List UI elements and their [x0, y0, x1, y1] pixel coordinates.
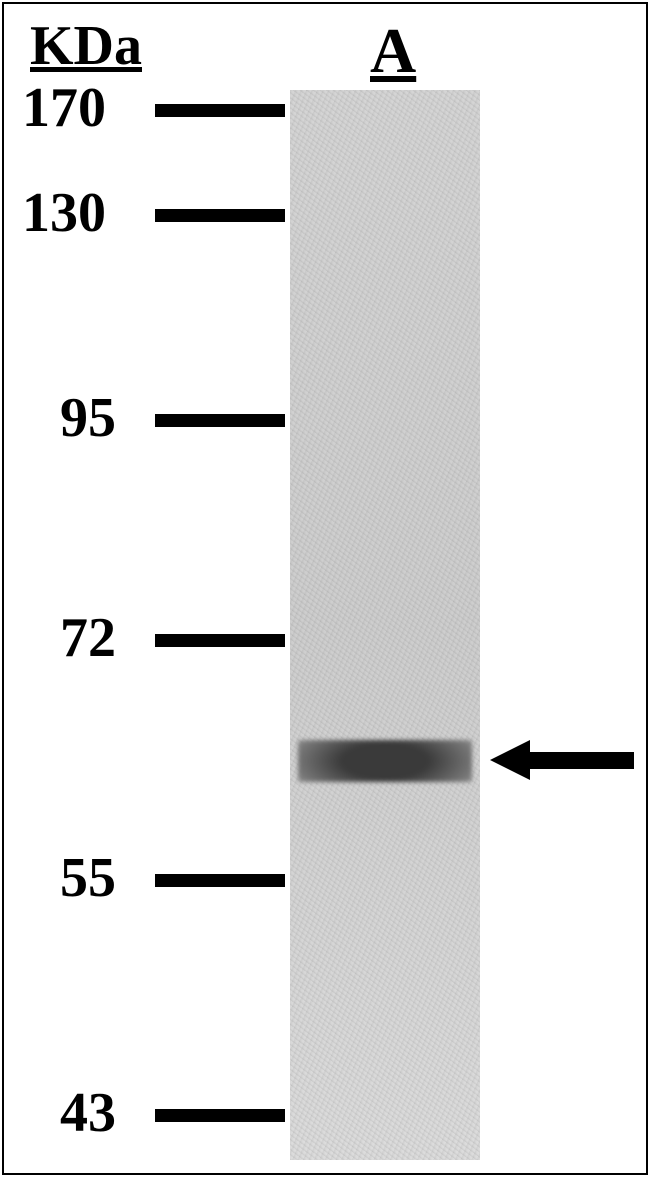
marker-label-72: 72 — [60, 606, 116, 670]
marker-tick-95 — [155, 414, 285, 427]
marker-label-43: 43 — [60, 1081, 116, 1145]
lane-a-header: A — [370, 14, 416, 88]
blot-lane-a — [290, 90, 480, 1160]
band-arrow-line — [530, 752, 634, 769]
marker-tick-170 — [155, 104, 285, 117]
marker-tick-55 — [155, 874, 285, 887]
marker-tick-43 — [155, 1109, 285, 1122]
marker-label-55: 55 — [60, 846, 116, 910]
protein-band — [298, 740, 472, 782]
marker-label-170: 170 — [22, 76, 106, 140]
kda-unit-header: KDa — [30, 14, 142, 78]
marker-label-95: 95 — [60, 386, 116, 450]
western-blot-figure: KDa A 170 130 95 72 55 43 — [0, 0, 650, 1177]
band-arrow-head — [490, 740, 530, 780]
marker-tick-130 — [155, 209, 285, 222]
marker-tick-72 — [155, 634, 285, 647]
marker-label-130: 130 — [22, 181, 106, 245]
